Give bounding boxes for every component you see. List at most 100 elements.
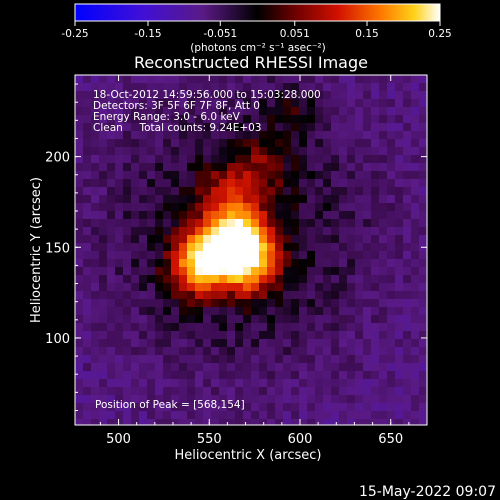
heatmap-cell: [115, 331, 123, 339]
heatmap-cell: [395, 219, 403, 227]
heatmap-cell: [251, 355, 259, 363]
heatmap-cell: [379, 363, 387, 371]
heatmap-cell: [339, 187, 347, 195]
heatmap-cell: [419, 91, 427, 99]
heatmap-cell: [395, 323, 403, 331]
heatmap-cell: [115, 179, 123, 187]
heatmap-cell: [99, 171, 107, 179]
heatmap-cell: [179, 331, 187, 339]
heatmap-cell: [179, 91, 187, 99]
heatmap-cell: [179, 379, 187, 387]
heatmap-cell: [227, 235, 235, 243]
heatmap-cell: [131, 147, 139, 155]
heatmap-cell: [211, 275, 219, 283]
heatmap-cell: [115, 355, 123, 363]
heatmap-cell: [323, 171, 331, 179]
heatmap-cell: [219, 211, 227, 219]
heatmap-cell: [275, 283, 283, 291]
heatmap-cell: [83, 171, 91, 179]
heatmap-cell: [123, 355, 131, 363]
heatmap-cell: [339, 83, 347, 91]
heatmap-cell: [99, 251, 107, 259]
heatmap-cell: [131, 219, 139, 227]
heatmap-cell: [91, 235, 99, 243]
heatmap-cell: [171, 299, 179, 307]
heatmap-cell: [267, 339, 275, 347]
heatmap-cell: [347, 187, 355, 195]
heatmap-cell: [403, 83, 411, 91]
heatmap-cell: [283, 315, 291, 323]
heatmap-cell: [195, 83, 203, 91]
heatmap-cell: [147, 251, 155, 259]
heatmap-cell: [347, 195, 355, 203]
heatmap-cell: [235, 235, 243, 243]
heatmap-cell: [83, 107, 91, 115]
heatmap-cell: [323, 355, 331, 363]
heatmap-cell: [395, 339, 403, 347]
heatmap-cell: [411, 91, 419, 99]
heatmap-cell: [75, 163, 83, 171]
heatmap-cell: [147, 115, 155, 123]
heatmap-cell: [379, 387, 387, 395]
heatmap-cell: [331, 267, 339, 275]
heatmap-cell: [299, 259, 307, 267]
heatmap-cell: [131, 171, 139, 179]
heatmap-cell: [107, 379, 115, 387]
heatmap-cell: [91, 315, 99, 323]
heatmap-cell: [243, 363, 251, 371]
heatmap-cell: [131, 339, 139, 347]
heatmap-cell: [99, 315, 107, 323]
heatmap-cell: [123, 235, 131, 243]
heatmap-cell: [419, 195, 427, 203]
heatmap-cell: [283, 235, 291, 243]
heatmap-cell: [187, 355, 195, 363]
heatmap-cell: [179, 155, 187, 163]
heatmap-cell: [203, 163, 211, 171]
heatmap-cell: [379, 107, 387, 115]
heatmap-cell: [99, 243, 107, 251]
heatmap-cell: [219, 403, 227, 411]
heatmap-cell: [395, 267, 403, 275]
heatmap-cell: [267, 107, 275, 115]
heatmap-cell: [283, 187, 291, 195]
heatmap-cell: [403, 363, 411, 371]
heatmap-cell: [323, 331, 331, 339]
heatmap-cell: [99, 219, 107, 227]
heatmap-cell: [403, 411, 411, 419]
heatmap-cell: [163, 347, 171, 355]
heatmap-cell: [115, 275, 123, 283]
heatmap-cell: [307, 411, 315, 419]
heatmap-cell: [403, 387, 411, 395]
heatmap-cell: [371, 347, 379, 355]
heatmap-cell: [419, 107, 427, 115]
heatmap-cell: [275, 219, 283, 227]
heatmap-cell: [283, 259, 291, 267]
heatmap-cell: [75, 203, 83, 211]
heatmap-cell: [195, 387, 203, 395]
heatmap-cell: [371, 83, 379, 91]
heatmap-cell: [323, 307, 331, 315]
heatmap-cell: [411, 139, 419, 147]
heatmap-cell: [283, 243, 291, 251]
heatmap-cell: [211, 235, 219, 243]
heatmap-cell: [275, 251, 283, 259]
heatmap-cell: [379, 307, 387, 315]
heatmap-cell: [243, 235, 251, 243]
heatmap-cell: [411, 227, 419, 235]
heatmap-cell: [355, 123, 363, 131]
heatmap-cell: [323, 123, 331, 131]
heatmap-cell: [251, 203, 259, 211]
heatmap-cell: [179, 419, 187, 425]
heatmap-cell: [283, 363, 291, 371]
heatmap-cell: [99, 299, 107, 307]
heatmap-cell: [259, 403, 267, 411]
heatmap-cell: [243, 115, 251, 123]
heatmap-cell: [331, 411, 339, 419]
heatmap-cell: [187, 323, 195, 331]
heatmap-cell: [187, 363, 195, 371]
heatmap-cell: [331, 115, 339, 123]
heatmap-cell: [243, 267, 251, 275]
heatmap-cell: [291, 267, 299, 275]
heatmap-cell: [227, 195, 235, 203]
heatmap-cell: [123, 395, 131, 403]
